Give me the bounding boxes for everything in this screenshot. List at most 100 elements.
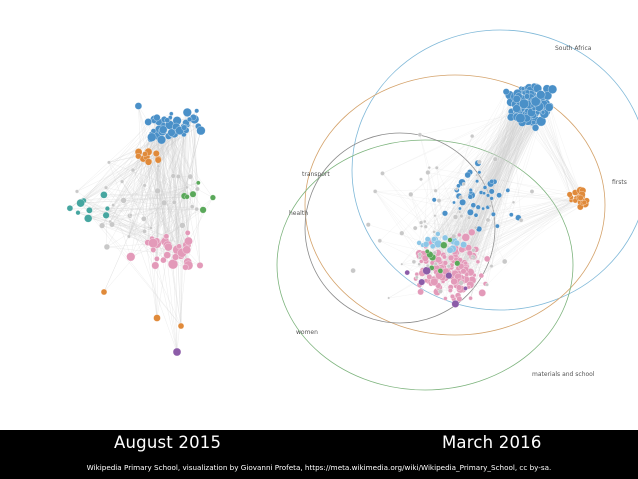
network-edge bbox=[107, 208, 158, 259]
network-node-gray bbox=[350, 267, 356, 274]
label-women: women bbox=[296, 329, 318, 336]
label-firsts: firsts bbox=[612, 179, 627, 186]
network-edge bbox=[430, 122, 534, 284]
network-edge bbox=[429, 104, 537, 277]
network-node-blue bbox=[147, 132, 157, 142]
network-edge bbox=[158, 166, 175, 203]
network-node-pink bbox=[443, 296, 448, 301]
network-node-teal bbox=[104, 206, 110, 212]
network-edge bbox=[452, 100, 534, 258]
network-node-pink bbox=[163, 233, 170, 240]
network-node-pink bbox=[196, 262, 204, 269]
network-node-gray bbox=[103, 243, 110, 250]
network-node-green bbox=[199, 206, 207, 214]
network-node-blue bbox=[134, 102, 143, 110]
network-edge bbox=[469, 113, 537, 286]
network-edge bbox=[185, 209, 204, 268]
network-node-pink bbox=[151, 261, 160, 270]
network-node-light-blue bbox=[424, 236, 431, 243]
network-node-blue bbox=[536, 90, 546, 100]
network-node-gray bbox=[446, 264, 451, 269]
network-edge bbox=[456, 172, 471, 273]
network-node-pink bbox=[475, 259, 481, 264]
network-edge bbox=[493, 198, 577, 215]
network-edge bbox=[69, 208, 204, 211]
ring-south-africa bbox=[351, 29, 638, 311]
network-node-gray bbox=[414, 275, 419, 280]
network-node-light-blue bbox=[435, 231, 441, 237]
network-node-gray bbox=[433, 214, 437, 218]
network-node-gray bbox=[488, 204, 492, 208]
network-node-purple bbox=[463, 286, 468, 291]
network-edge bbox=[486, 116, 525, 285]
network-node-teal bbox=[66, 205, 74, 212]
network-edge bbox=[460, 197, 580, 261]
network-edge bbox=[174, 133, 178, 250]
network-edge bbox=[379, 111, 516, 241]
network-node-teal bbox=[75, 210, 81, 216]
network-node-blue bbox=[531, 120, 536, 125]
network-edge bbox=[427, 111, 512, 173]
network-edge bbox=[427, 91, 507, 266]
network-edge bbox=[456, 108, 536, 244]
network-edge bbox=[80, 202, 182, 327]
network-edge bbox=[433, 190, 583, 240]
network-edge bbox=[113, 159, 159, 206]
network-edge bbox=[487, 102, 511, 259]
network-node-orange bbox=[177, 322, 185, 330]
network-edge bbox=[470, 101, 536, 285]
network-node-pink bbox=[478, 272, 484, 279]
network-node-blue bbox=[475, 204, 481, 210]
network-edge bbox=[128, 209, 204, 237]
network-node-blue bbox=[481, 206, 485, 211]
network-node-blue bbox=[509, 212, 514, 217]
network-node-orange bbox=[581, 199, 587, 206]
network-node-gray bbox=[502, 258, 508, 265]
network-edge bbox=[465, 193, 581, 238]
network-node-blue bbox=[468, 188, 473, 193]
network-node-light-blue bbox=[429, 243, 436, 250]
network-node-gray bbox=[470, 256, 474, 260]
network-edge bbox=[470, 116, 518, 281]
network-node-gray bbox=[149, 226, 153, 230]
network-node-blue bbox=[456, 183, 461, 189]
network-node-teal bbox=[76, 198, 85, 208]
network-node-gray bbox=[408, 191, 414, 197]
network-edge bbox=[88, 169, 134, 219]
network-edge bbox=[485, 101, 527, 284]
network-node-pink bbox=[426, 273, 433, 280]
network-edge bbox=[547, 95, 572, 201]
network-node-blue bbox=[452, 200, 456, 205]
network-node-gray bbox=[175, 174, 181, 179]
network-node-light-blue bbox=[442, 234, 449, 241]
network-node-gray bbox=[458, 210, 462, 214]
network-edge bbox=[425, 110, 528, 245]
network-node-blue bbox=[502, 88, 510, 96]
network-node-gray bbox=[417, 262, 421, 266]
ring-transport bbox=[304, 132, 496, 324]
network-node-blue bbox=[488, 188, 495, 195]
left-network-graph bbox=[66, 102, 216, 357]
network-node-pink bbox=[417, 288, 424, 296]
network-edge bbox=[419, 134, 435, 200]
network-node-purple bbox=[418, 278, 426, 286]
network-node-gray bbox=[511, 200, 516, 204]
network-node-gray bbox=[432, 250, 437, 255]
network-node-pink bbox=[435, 256, 442, 264]
network-node-pink bbox=[447, 254, 455, 261]
network-node-blue bbox=[159, 125, 168, 134]
network-edge bbox=[449, 109, 532, 241]
network-node-pink bbox=[182, 264, 189, 271]
network-edge bbox=[469, 96, 519, 249]
network-node-gray bbox=[127, 234, 131, 239]
network-edge bbox=[433, 205, 491, 240]
network-node-blue bbox=[515, 113, 526, 124]
network-edge bbox=[549, 106, 581, 194]
network-node-gray bbox=[423, 224, 428, 229]
network-node-light-blue bbox=[416, 240, 422, 246]
network-edge bbox=[76, 119, 155, 192]
network-edge bbox=[121, 181, 169, 248]
network-edge bbox=[432, 119, 527, 258]
network-edge bbox=[388, 286, 460, 299]
network-edge bbox=[460, 112, 544, 260]
